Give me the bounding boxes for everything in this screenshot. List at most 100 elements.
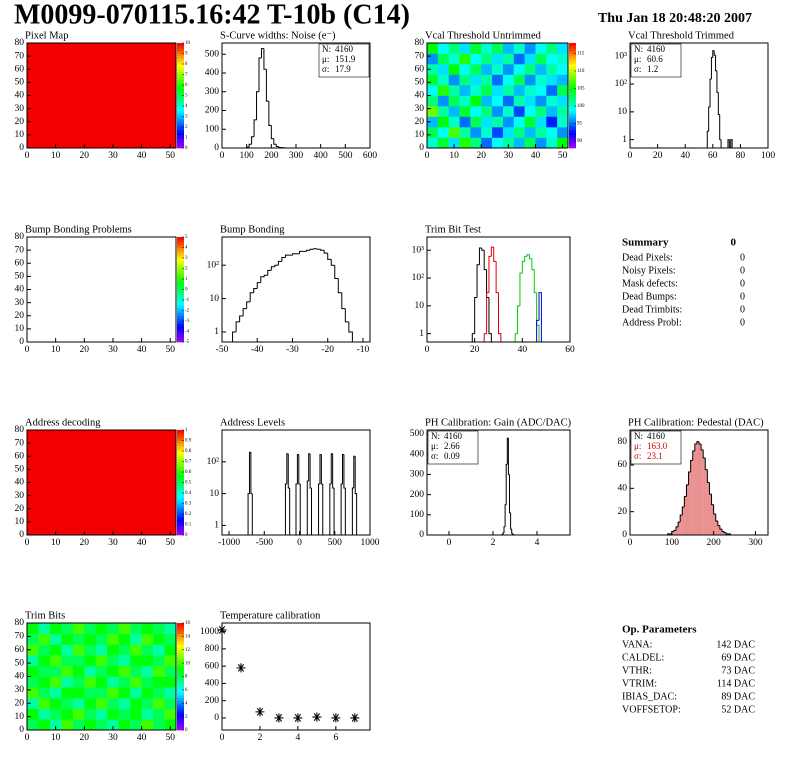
x-tick-label: -500: [256, 538, 274, 548]
hist-fill: [692, 451, 695, 535]
colorbar-step: [569, 98, 576, 102]
heat-cell: [557, 127, 569, 138]
heat-cell: [524, 127, 536, 138]
hist-bin: [481, 248, 485, 251]
heat-cell: [118, 697, 131, 709]
y-tick-label: 60: [15, 258, 25, 268]
hist-bin: [692, 450, 695, 461]
y-tick-label: 0: [419, 530, 424, 540]
hist-bin: [713, 504, 716, 515]
x-tick-label: 100: [665, 538, 680, 548]
colorbar-step: [569, 50, 576, 54]
hist-fill: [696, 441, 699, 535]
heat-cell: [141, 655, 154, 667]
colorbar-step: [177, 289, 184, 293]
colorbar-step: [569, 134, 576, 138]
y-tick-label: 60: [15, 64, 25, 74]
heat-cell: [72, 719, 85, 731]
colorbar-label: -5: [185, 340, 190, 345]
hist-bin: [320, 249, 325, 251]
panel-title: Vcal Threshold Trimmed: [628, 30, 735, 41]
heat-cell: [153, 655, 165, 667]
colorbar-step: [177, 106, 184, 109]
hist-bin: [488, 255, 492, 293]
heat-cell: [513, 53, 525, 65]
colorbar-step: [177, 242, 184, 246]
hist-bin: [286, 453, 289, 485]
colorbar-step: [177, 705, 184, 709]
colorbar-step: [177, 103, 184, 107]
heat-cell: [38, 676, 51, 688]
heat-cell: [557, 106, 569, 117]
heat-cell: [164, 655, 177, 667]
hist-bin: [679, 514, 683, 523]
colorbar-step: [569, 145, 576, 149]
heat-cell: [557, 85, 569, 96]
heat-cell: [84, 708, 97, 720]
heat-cell: [535, 53, 547, 65]
heat-cell: [95, 644, 108, 656]
y-tick-label: 80: [618, 437, 628, 447]
hist-bin: [504, 504, 507, 527]
hist-fill: [709, 494, 712, 535]
colorbar-step: [177, 466, 184, 470]
op-value: 52 DAC: [721, 704, 755, 715]
y-tick-label: 1: [419, 329, 424, 339]
heat-cell: [448, 116, 460, 128]
heat-cell: [61, 633, 74, 645]
colorbar-label: 0.4: [185, 491, 192, 496]
colorbar-step: [177, 649, 184, 653]
y-tick-label: 80: [15, 425, 25, 435]
heat-cell: [492, 127, 504, 138]
heat-cell: [459, 53, 471, 65]
heat-cell: [427, 137, 439, 149]
summary-label: Dead Bumps:: [622, 291, 677, 302]
stat-name: μ:: [634, 54, 641, 64]
y-tick-label: 50: [15, 272, 25, 282]
x-tick-label: 2: [491, 538, 496, 548]
colorbar-label: 5: [185, 94, 188, 99]
colorbar-step: [177, 472, 184, 475]
stat-name: μ:: [322, 54, 329, 64]
heat-cell: [49, 655, 62, 667]
hist-bin: [275, 144, 279, 147]
colorbar-step: [569, 124, 576, 128]
colorbar-step: [177, 430, 184, 433]
hist-bin: [711, 494, 714, 506]
x-tick-label: 30: [108, 345, 118, 355]
hist-bin: [533, 269, 537, 294]
y-tick-label: 30: [15, 104, 25, 114]
heat-cell: [502, 64, 515, 75]
colorbar-step: [177, 119, 184, 123]
hist-bin: [319, 453, 322, 485]
colorbar-label: 0.5: [185, 481, 192, 486]
colorbar-step: [177, 90, 184, 94]
summary-total: 0: [731, 237, 737, 249]
heat-cell: [513, 85, 525, 96]
hist-bin: [505, 463, 508, 505]
heat-cell: [141, 708, 154, 720]
heat-cell: [437, 95, 449, 107]
hist-bin: [296, 453, 299, 485]
panel-title: Address Levels: [220, 417, 285, 428]
stat-value: 4160: [647, 44, 666, 54]
colorbar-step: [177, 684, 184, 688]
x-tick-label: 50: [166, 733, 176, 743]
hist-bin: [677, 521, 681, 527]
y-tick-label: 60: [15, 451, 25, 461]
hist-fill: [711, 504, 714, 535]
y-tick-label: 60: [15, 645, 25, 655]
x-tick-label: -40: [251, 345, 264, 355]
heat-cell: [130, 665, 142, 677]
heat-cell: [437, 74, 449, 86]
colorbar-step: [177, 631, 184, 634]
colorbar-step: [177, 129, 184, 133]
summary-value: 0: [740, 304, 745, 315]
hist-fill: [722, 531, 725, 535]
x-tick-label: 10: [449, 151, 459, 161]
hist-bin: [260, 276, 265, 283]
hist-bin: [246, 301, 251, 309]
heat-cell: [437, 43, 449, 54]
colorbar-step: [177, 451, 184, 454]
colorbar-step: [177, 77, 184, 81]
